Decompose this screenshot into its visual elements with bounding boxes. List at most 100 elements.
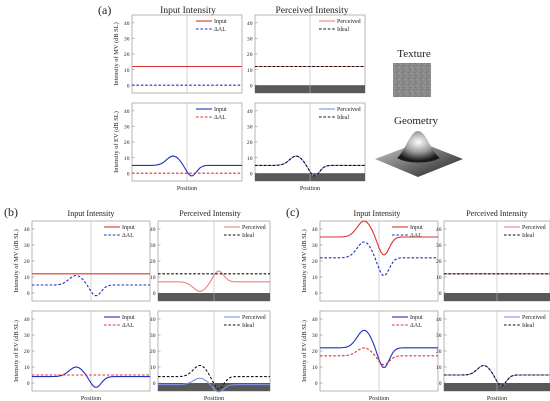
- plots-layer: 0 10 20 30 40 Intensity of MV (dB SL) Input ΔAL…: [13, 14, 550, 401]
- y-tick-label: 10: [124, 68, 130, 74]
- y-tick-label: 0: [127, 171, 130, 177]
- chart-a-input-ev: 0 10 20 30 40 Intensity of EV (dB SL) Position…: [113, 102, 243, 192]
- col-header-c-perceived: Perceived Intensity: [466, 209, 528, 218]
- col-header-a-input: Input Intensity: [160, 6, 216, 16]
- y-tick-label: 30: [124, 125, 130, 131]
- y-tick-label: 10: [247, 156, 253, 162]
- y-tick-label: 20: [150, 349, 156, 355]
- chart-c-perc-ev: 0 10 20 30 40 Position Perceived Ideal: [436, 310, 550, 401]
- y-tick-label: 0: [250, 171, 253, 177]
- legend-label: Input: [122, 315, 135, 321]
- series-input-line: [32, 366, 150, 388]
- y-tick-label: 10: [24, 365, 30, 371]
- legend-label: Ideal: [337, 27, 349, 33]
- y-tick-label: 10: [436, 275, 442, 281]
- chart-c-input-mv: 0 10 20 30 40 Intensity of MV (dB SL) Input ΔAL: [301, 220, 439, 302]
- series-ideal-line: [158, 364, 270, 390]
- y-tick-label: 40: [150, 227, 156, 233]
- series-input-line: [320, 220, 438, 256]
- y-tick-label: 20: [312, 349, 318, 355]
- x-axis-label: Position: [487, 395, 507, 401]
- y-tick-label: 20: [247, 52, 253, 58]
- x-axis-label: Position: [300, 185, 320, 192]
- chart-a-input-mv: 0 10 20 30 40 Intensity of MV (dB SL) Input ΔAL: [113, 14, 243, 94]
- y-tick-label: 10: [24, 275, 30, 281]
- y-axis-label: Intensity of MV (dB SL): [13, 229, 20, 292]
- y-tick-label: 30: [436, 243, 442, 249]
- geometry-icon: [375, 131, 463, 177]
- y-tick-label: 20: [24, 259, 30, 265]
- legend-label: ΔAL: [122, 323, 134, 329]
- y-tick-label: 0: [27, 381, 30, 387]
- x-axis-label: Position: [369, 395, 389, 401]
- legend-label: Input: [410, 315, 423, 321]
- y-tick-label: 10: [247, 68, 253, 74]
- y-tick-label: 30: [150, 333, 156, 339]
- col-header-b-input: Input Intensity: [68, 209, 115, 218]
- y-tick-label: 30: [312, 333, 318, 339]
- legend-label: Ideal: [522, 233, 534, 239]
- y-tick-label: 40: [124, 21, 130, 27]
- y-tick-label: 30: [24, 333, 30, 339]
- series-perceived-line: [158, 377, 270, 393]
- legend-label: Ideal: [337, 115, 349, 121]
- y-tick-label: 20: [24, 349, 30, 355]
- y-tick-label: 20: [247, 140, 253, 146]
- y-tick-label: 30: [247, 37, 253, 43]
- y-tick-label: 40: [312, 227, 318, 233]
- y-tick-label: 40: [247, 109, 253, 115]
- legend-label: ΔAL: [410, 323, 422, 329]
- y-tick-label: 0: [153, 381, 156, 387]
- legend-label: Input: [122, 225, 135, 231]
- geometry-label: Geometry: [394, 115, 438, 127]
- series-ideal-line: [255, 155, 365, 177]
- y-axis-label: Intensity of EV (dB SL): [301, 320, 308, 382]
- chart-b-perc-ev: 0 10 20 30 40 Position Perceived Ideal: [150, 310, 271, 401]
- series-ideal-line: [444, 364, 550, 387]
- series-input-line: [320, 329, 438, 368]
- chart-b-input-ev: 0 10 20 30 40 Intensity of EV (dB SL) Position…: [13, 310, 151, 401]
- y-tick-label: 20: [312, 259, 318, 265]
- series-al-line: [320, 347, 438, 366]
- x-axis-label: Position: [204, 395, 224, 401]
- y-tick-label: 10: [150, 275, 156, 281]
- legend-label: ΔAL: [122, 233, 134, 239]
- y-tick-label: 20: [436, 349, 442, 355]
- y-tick-label: 40: [24, 227, 30, 233]
- legend-label: Input: [214, 107, 227, 113]
- y-tick-label: 30: [24, 243, 30, 249]
- y-tick-label: 0: [315, 381, 318, 387]
- panel-letter-c: (c): [286, 205, 299, 219]
- y-tick-label: 0: [439, 291, 442, 297]
- y-tick-label: 30: [150, 243, 156, 249]
- chart-c-perc-mv: 0 10 20 30 40 Perceived Ideal: [436, 220, 550, 302]
- legend-label: Ideal: [242, 233, 254, 239]
- y-tick-label: 0: [127, 83, 130, 89]
- y-tick-label: 40: [312, 317, 318, 323]
- panel-letter-a: (a): [98, 3, 111, 17]
- y-tick-label: 20: [124, 52, 130, 58]
- legend-label: Perceived: [522, 315, 546, 321]
- legend-label: Ideal: [242, 323, 254, 329]
- col-header-b-perceived: Perceived Intensity: [179, 209, 241, 218]
- legend-label: Input: [410, 225, 423, 231]
- y-tick-label: 40: [436, 227, 442, 233]
- y-tick-label: 0: [27, 291, 30, 297]
- y-tick-label: 20: [150, 259, 156, 265]
- y-tick-label: 0: [315, 291, 318, 297]
- legend-label: Input: [214, 19, 227, 25]
- legend-label: Perceived: [337, 107, 361, 113]
- y-tick-label: 10: [312, 365, 318, 371]
- y-tick-label: 30: [124, 37, 130, 43]
- chart-a-perc-ev: 0 10 20 30 40 Position Perceived Ideal: [247, 102, 366, 192]
- chart-b-input-mv: 0 10 20 30 40 Intensity of MV (dB SL) Input ΔAL: [13, 220, 151, 302]
- y-tick-label: 20: [124, 140, 130, 146]
- y-tick-label: 10: [312, 275, 318, 281]
- series-al-line: [32, 274, 150, 297]
- y-tick-label: 40: [247, 21, 253, 27]
- y-tick-label: 20: [436, 259, 442, 265]
- legend-label: Perceived: [337, 19, 361, 25]
- y-tick-label: 40: [24, 317, 30, 323]
- legend-label: Perceived: [522, 225, 546, 231]
- texture-label: Texture: [397, 48, 431, 60]
